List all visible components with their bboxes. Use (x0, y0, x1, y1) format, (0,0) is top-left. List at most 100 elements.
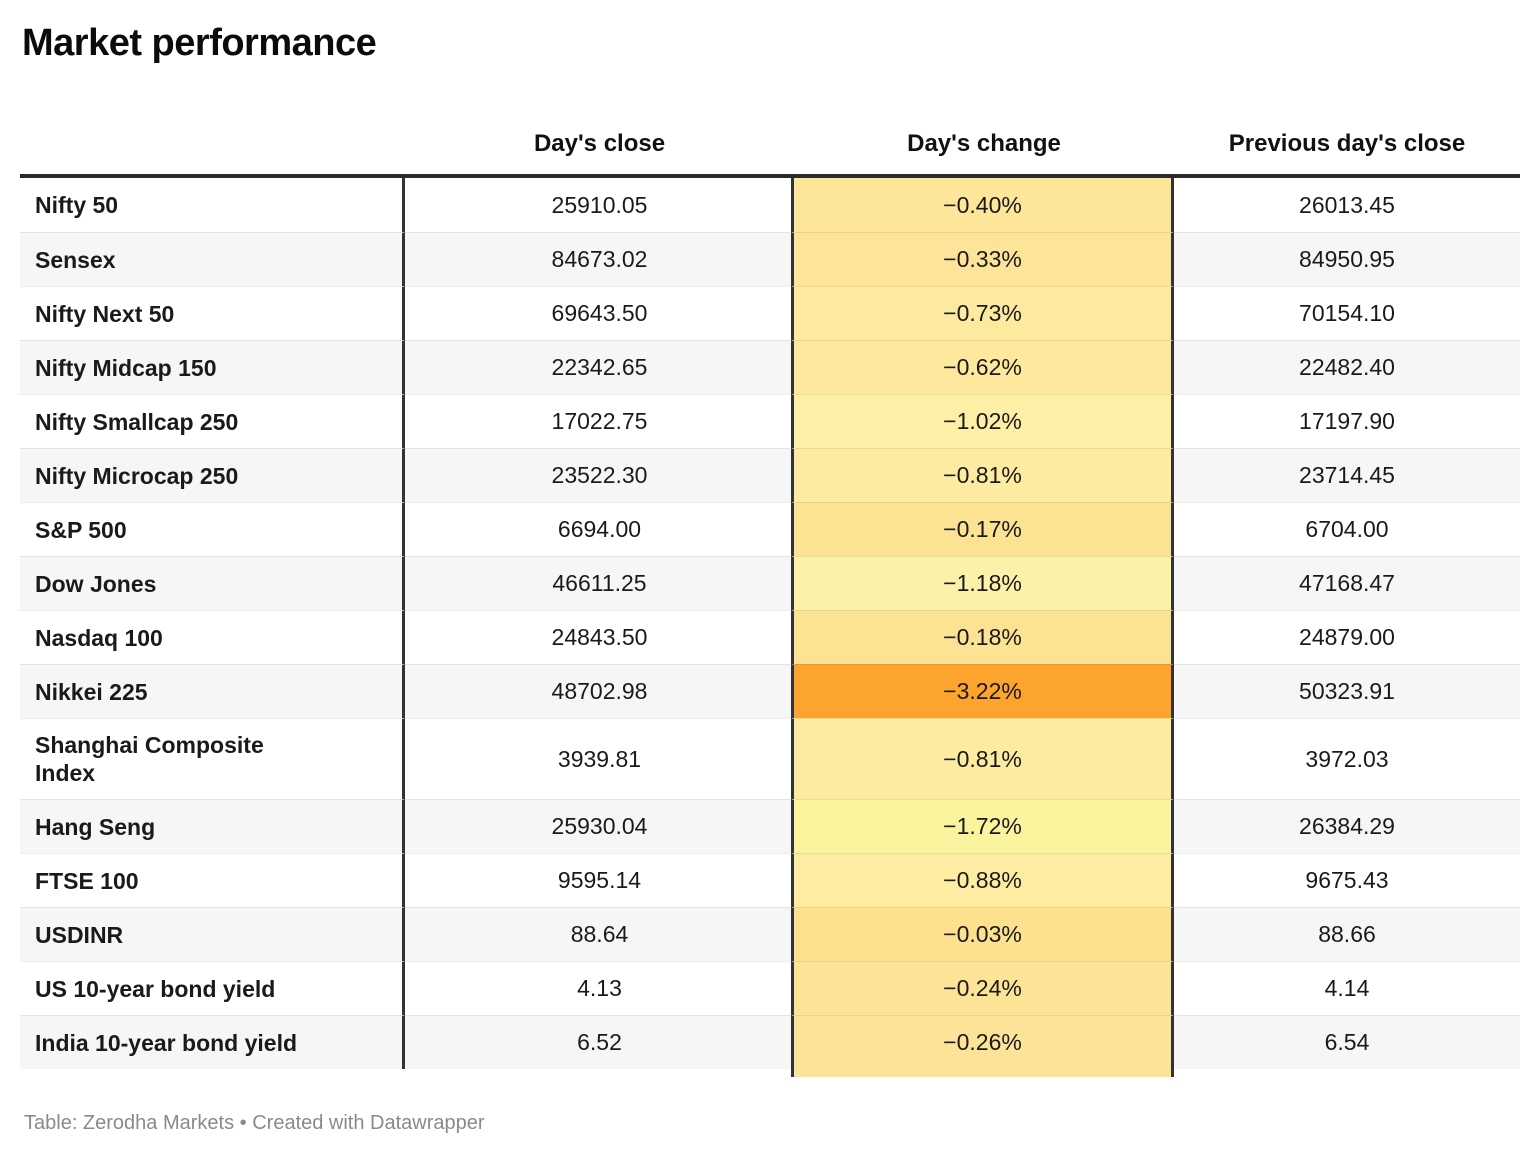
row-label: Nikkei 225 (20, 664, 405, 718)
previous-close-value: 84950.95 (1299, 246, 1395, 272)
instrument-name: FTSE 100 (35, 867, 139, 894)
days-close-cell: 24843.50 (405, 610, 794, 664)
previous-close-cell: 23714.45 (1174, 448, 1520, 502)
days-close-value: 46611.25 (552, 570, 647, 596)
table-row: Nasdaq 100 24843.50 −0.18% 24879.00 (20, 610, 1520, 664)
row-label: S&P 500 (20, 502, 405, 556)
days-close-value: 6.52 (577, 1029, 622, 1055)
table-row: Dow Jones 46611.25 −1.18% 47168.47 (20, 556, 1520, 610)
days-close-value: 24843.50 (551, 624, 648, 650)
previous-close-value: 24879.00 (1299, 624, 1395, 650)
days-change-cell: −0.40% (791, 178, 1174, 232)
days-change-cell: −0.62% (791, 340, 1174, 394)
instrument-name: Hang Seng (35, 813, 156, 840)
row-label: India 10-year bond yield (20, 1015, 405, 1069)
table-row: India 10-year bond yield 6.52 −0.26% 6.5… (20, 1015, 1520, 1069)
instrument-name: Shanghai Composite Index (35, 732, 264, 786)
days-change-cell: −0.17% (791, 502, 1174, 556)
instrument-name: Nikkei 225 (35, 678, 148, 705)
header-empty (20, 108, 405, 174)
table-body: Nifty 50 25910.05 −0.40% 26013.45 Sensex… (20, 174, 1520, 1077)
previous-close-value: 47168.47 (1299, 570, 1395, 596)
days-change-value: −0.81% (943, 745, 1022, 772)
table-row: Hang Seng 25930.04 −1.72% 26384.29 (20, 799, 1520, 853)
days-close-cell: 25910.05 (405, 178, 794, 232)
previous-close-value: 6704.00 (1305, 516, 1389, 542)
previous-close-value: 6.54 (1324, 1029, 1370, 1055)
days-change-value: −1.72% (943, 813, 1022, 839)
previous-close-cell: 84950.95 (1174, 232, 1520, 286)
days-change-value: −3.22% (943, 678, 1022, 704)
previous-close-value: 17197.90 (1299, 408, 1395, 434)
change-column-cap (20, 1069, 1520, 1077)
instrument-name: Nifty 50 (35, 192, 119, 218)
table-row: US 10-year bond yield 4.13 −0.24% 4.14 (20, 961, 1520, 1015)
row-label: Dow Jones (20, 556, 405, 610)
days-change-cell: −0.33% (791, 232, 1174, 286)
table-row: Nifty 50 25910.05 −0.40% 26013.45 (20, 178, 1520, 232)
market-performance-table: Day's close Day's change Previous day's … (20, 108, 1520, 1077)
table-source-credit: Table: Zerodha Markets • Created with Da… (24, 1112, 485, 1134)
row-label: Nifty Microcap 250 (20, 448, 405, 502)
row-label: Shanghai Composite Index (20, 718, 405, 799)
instrument-name: Nifty Smallcap 250 (35, 408, 239, 435)
row-label: Nifty 50 (20, 178, 405, 232)
table-row: Nikkei 225 48702.98 −3.22% 50323.91 (20, 664, 1520, 718)
table-row: Nifty Smallcap 250 17022.75 −1.02% 17197… (20, 394, 1520, 448)
days-close-value: 4.13 (577, 975, 622, 1001)
days-close-cell: 69643.50 (405, 286, 794, 340)
days-change-cell: −0.81% (791, 448, 1174, 502)
previous-close-cell: 70154.10 (1174, 286, 1520, 340)
row-label: Nifty Smallcap 250 (20, 394, 405, 448)
days-close-cell: 3939.81 (405, 718, 794, 799)
table-row: USDINR 88.64 −0.03% 88.66 (20, 907, 1520, 961)
days-change-value: −0.24% (943, 975, 1022, 1001)
previous-close-cell: 26013.45 (1174, 178, 1520, 232)
header-previous-close: Previous day's close (1228, 130, 1466, 157)
instrument-name: Nifty Microcap 250 (35, 462, 239, 489)
days-change-value: −0.40% (943, 191, 1022, 218)
instrument-name: India 10-year bond yield (35, 1029, 298, 1056)
days-change-value: −0.03% (943, 921, 1022, 947)
days-close-cell: 46611.25 (405, 556, 794, 610)
previous-close-value: 70154.10 (1299, 300, 1395, 326)
previous-close-value: 23714.45 (1299, 462, 1395, 488)
row-label: US 10-year bond yield (20, 961, 405, 1015)
days-change-cell: −1.02% (791, 394, 1174, 448)
days-change-cell: −0.73% (791, 286, 1174, 340)
instrument-name: Nifty Next 50 (35, 300, 175, 327)
instrument-name: US 10-year bond yield (35, 975, 276, 1002)
row-label: Nifty Next 50 (20, 286, 405, 340)
days-change-value: −1.02% (943, 408, 1022, 434)
days-close-cell: 22342.65 (405, 340, 794, 394)
previous-close-cell: 17197.90 (1174, 394, 1520, 448)
days-change-value: −1.18% (943, 570, 1022, 596)
previous-close-value: 50323.91 (1299, 678, 1395, 704)
previous-close-cell: 4.14 (1174, 961, 1520, 1015)
header-days-close: Day's close (533, 130, 666, 157)
table-row: Sensex 84673.02 −0.33% 84950.95 (20, 232, 1520, 286)
days-close-cell: 9595.14 (405, 853, 794, 907)
previous-close-cell: 50323.91 (1174, 664, 1520, 718)
days-change-cell: −1.18% (791, 556, 1174, 610)
instrument-name: USDINR (35, 921, 124, 948)
instrument-name: Nasdaq 100 (35, 624, 163, 651)
row-label: Nifty Midcap 150 (20, 340, 405, 394)
days-close-value: 25910.05 (551, 191, 648, 218)
table-row: Nifty Next 50 69643.50 −0.73% 70154.10 (20, 286, 1520, 340)
days-close-cell: 6.52 (405, 1015, 794, 1069)
instrument-name: Sensex (35, 246, 116, 273)
days-change-cell: −0.03% (791, 907, 1174, 961)
header-days-change: Day's change (907, 130, 1061, 157)
previous-close-cell: 88.66 (1174, 907, 1520, 961)
previous-close-cell: 26384.29 (1174, 799, 1520, 853)
row-label: Hang Seng (20, 799, 405, 853)
days-change-value: −0.33% (943, 246, 1022, 272)
days-close-value: 9595.14 (557, 867, 642, 893)
days-change-value: −0.26% (943, 1029, 1022, 1055)
instrument-name: Dow Jones (35, 570, 157, 597)
previous-close-cell: 9675.43 (1174, 853, 1520, 907)
table-row: Nifty Microcap 250 23522.30 −0.81% 23714… (20, 448, 1520, 502)
days-close-value: 25930.04 (551, 813, 648, 839)
